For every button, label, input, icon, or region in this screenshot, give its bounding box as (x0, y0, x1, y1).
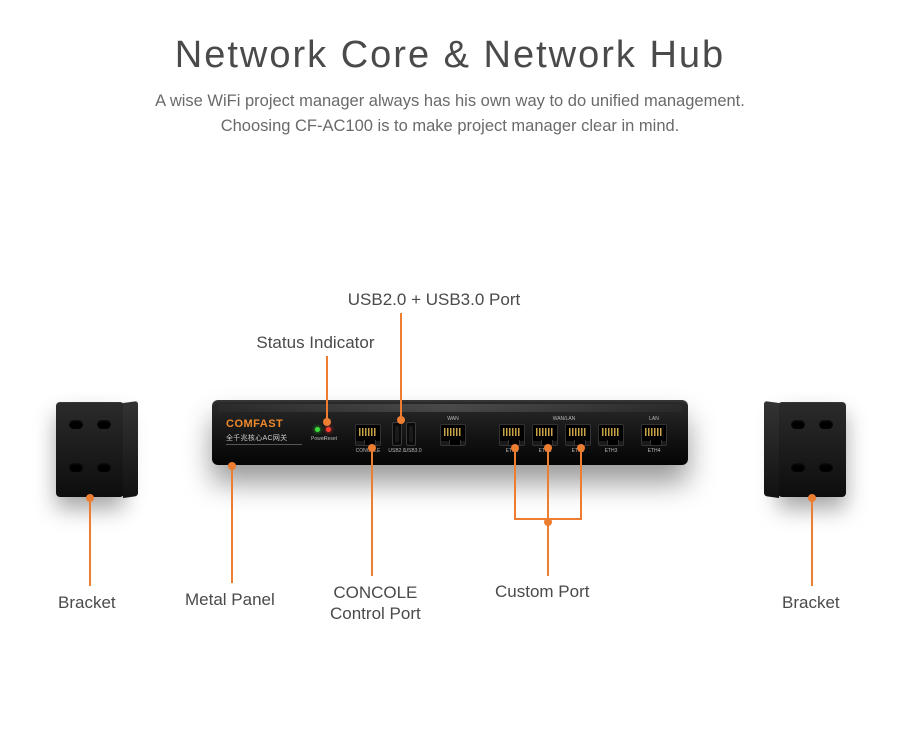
bracket-right-wing (764, 401, 779, 498)
port-usb3 (406, 422, 416, 446)
brand-rule (226, 444, 302, 445)
pointer-custom-port-1 (514, 448, 516, 518)
port-wan (440, 424, 466, 446)
bracket-hole-row (56, 420, 124, 436)
port-label-wan: WAN (440, 416, 466, 422)
annotation-bracket-left: Bracket (58, 593, 116, 613)
led-power (315, 427, 320, 432)
port-usb2 (392, 422, 402, 446)
bracket-left (56, 402, 124, 497)
pointer-custom-port-2 (547, 448, 549, 518)
port-eth2 (565, 424, 591, 446)
port-console (355, 424, 381, 446)
port-eth3 (598, 424, 624, 446)
led-label-reset: Reset (324, 436, 337, 442)
device-brand: COMFAST (226, 418, 283, 430)
annotation-console-line2: Control Port (330, 604, 421, 623)
bracket-hole-row (778, 463, 846, 479)
port-label-wanlan-group: WAN/LAN (534, 416, 594, 422)
port-label-lan: LAN (641, 416, 667, 422)
annotation-console-port: CONCOLE Control Port (330, 582, 421, 625)
pointer-console-port (371, 448, 373, 576)
pointer-usb-port (400, 313, 402, 420)
pointer-bracket-right (811, 498, 813, 586)
bracket-left-wing (123, 401, 138, 498)
port-label-usb3: USB3.0 (401, 448, 425, 454)
pointer-status-indicator (326, 356, 328, 422)
pointer-metal-panel (231, 466, 233, 583)
led-reset (326, 427, 331, 432)
annotation-custom-port: Custom Port (495, 582, 589, 602)
annotation-bracket-right: Bracket (782, 593, 840, 613)
port-eth1 (532, 424, 558, 446)
pointer-custom-tail (547, 518, 549, 576)
port-label-eth4: ETH4 (641, 448, 667, 454)
annotation-usb-port: USB2.0 + USB3.0 Port (348, 290, 520, 310)
port-lan (641, 424, 667, 446)
bracket-right (778, 402, 846, 497)
device-subbrand: 全千兆核心AC网关 (226, 433, 287, 443)
annotation-status-indicator: Status Indicator (256, 333, 374, 353)
status-leds (315, 427, 331, 432)
pointer-bracket-left (89, 498, 91, 586)
bracket-hole-row (778, 420, 846, 436)
pointer-custom-port-3 (580, 448, 582, 518)
port-label-eth3: ETH3 (598, 448, 624, 454)
annotation-metal-panel: Metal Panel (185, 590, 275, 610)
bracket-hole-row (56, 463, 124, 479)
diagram-stage: COMFAST 全千兆核心AC网关 Power Reset CONCOLE US… (0, 34, 900, 752)
device-body: COMFAST 全千兆核心AC网关 Power Reset CONCOLE US… (212, 400, 688, 465)
port-eth0 (499, 424, 525, 446)
annotation-console-line1: CONCOLE (333, 583, 417, 602)
